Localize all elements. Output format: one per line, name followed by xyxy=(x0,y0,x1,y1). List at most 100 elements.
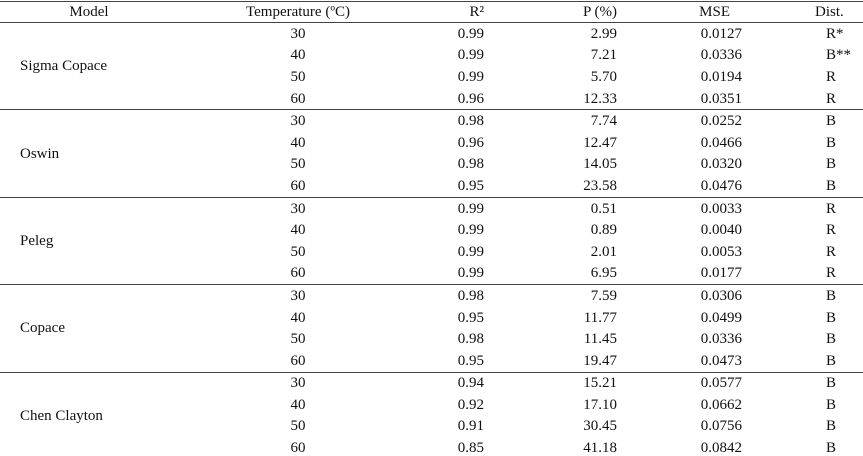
table-cell: 30 xyxy=(178,196,418,220)
model-name: Sigma Copace xyxy=(0,21,178,110)
table-row: 60 0.99 6.95 0.0177 R xyxy=(0,263,863,285)
table-cell: 40 xyxy=(290,309,306,326)
table-cell: 0.0466 xyxy=(700,134,742,151)
table-row: 40 0.99 7.21 0.0336 B** xyxy=(0,45,863,67)
table-cell: 0.0336 xyxy=(700,331,742,348)
table-cell: 0.0306 xyxy=(621,284,746,307)
table-cell: 0.98 xyxy=(418,284,488,307)
table-cell: 11.77 xyxy=(583,309,617,326)
table-cell: B xyxy=(826,418,837,435)
table-cell: 0.0127 xyxy=(621,21,746,45)
table-row: 40 0.92 17.10 0.0662 B xyxy=(0,394,863,416)
header-cell: MSE xyxy=(621,1,746,23)
table-cell: 30 xyxy=(178,109,418,132)
table-row: Peleg 30 0.99 0.51 0.0033 R xyxy=(0,196,863,285)
table-cell: 12.33 xyxy=(583,90,617,107)
table-cell: 15.21 xyxy=(488,371,621,395)
table-cell: 60 xyxy=(290,177,306,194)
table-cell: B xyxy=(826,331,837,348)
table-cell: 0.99 xyxy=(457,47,484,64)
table-cell: 50 xyxy=(290,243,306,260)
table-cell: 0.89 xyxy=(590,222,617,239)
model-name: Peleg xyxy=(0,196,178,285)
table-cell: 7.74 xyxy=(488,109,621,132)
table-cell: B xyxy=(826,309,837,326)
table-cell: B xyxy=(746,284,863,307)
table-cell: 0.51 xyxy=(488,196,621,220)
table-cell: 0.92 xyxy=(457,396,484,413)
table-cell: 12.47 xyxy=(583,134,617,151)
header-cell: Model xyxy=(0,1,178,23)
table-cell: 0.95 xyxy=(457,352,484,369)
table-cell: 40 xyxy=(290,396,306,413)
table-cell: 5.70 xyxy=(590,68,617,85)
table-cell: R xyxy=(826,222,837,239)
table-cell: 17.10 xyxy=(583,396,617,413)
table-cell: 0.0040 xyxy=(700,222,742,239)
table-cell: 40 xyxy=(290,134,306,151)
table-row: 40 0.99 0.89 0.0040 R xyxy=(0,219,863,241)
table-cell: 0.96 xyxy=(457,134,484,151)
table-cell: 0.0499 xyxy=(700,309,742,326)
table-cell: 0.0336 xyxy=(700,47,742,64)
table-cell: 60 xyxy=(290,352,306,369)
table-cell: 0.0662 xyxy=(700,396,742,413)
table-cell: 0.98 xyxy=(418,109,488,132)
table-cell: B xyxy=(826,352,837,369)
table-cell: 0.0476 xyxy=(700,177,742,194)
table-cell: 0.0577 xyxy=(621,371,746,395)
table-row: 50 0.99 5.70 0.0194 R xyxy=(0,66,863,88)
table-cell: B xyxy=(826,440,837,456)
model-name: Chen Clayton xyxy=(0,371,178,456)
table-cell: B xyxy=(826,396,837,413)
table-cell: 11.45 xyxy=(583,331,617,348)
table-cell: 0.99 xyxy=(457,243,484,260)
table-cell: B** xyxy=(826,47,852,64)
table-cell: B xyxy=(826,134,837,151)
table-cell: 0.0177 xyxy=(700,265,742,282)
table-cell: 40 xyxy=(290,222,306,239)
table-cell: 0.95 xyxy=(457,309,484,326)
table-cell: 0.91 xyxy=(457,418,484,435)
table-cell: 0.0320 xyxy=(700,156,742,173)
table-cell: R* xyxy=(746,21,863,45)
table-cell: 0.99 xyxy=(418,196,488,220)
table-cell: B xyxy=(746,371,863,395)
table-cell: R xyxy=(826,90,837,107)
table-cell: 60 xyxy=(290,90,306,107)
header-cell: Temperature (ºC) xyxy=(178,1,418,23)
table-cell: 0.0194 xyxy=(700,68,742,85)
table-cell: 0.0053 xyxy=(700,243,742,260)
table-row: 40 0.95 11.77 0.0499 B xyxy=(0,307,863,329)
header-cell: P (%) xyxy=(488,1,621,23)
table-row: Sigma Copace 30 0.99 2.99 0.0127 R* xyxy=(0,21,863,110)
table-cell: 2.99 xyxy=(488,21,621,45)
table-cell: 0.98 xyxy=(457,331,484,348)
table-cell: 0.99 xyxy=(457,222,484,239)
table-row: Copace 30 0.98 7.59 0.0306 B xyxy=(0,284,863,372)
table-cell: 50 xyxy=(290,331,306,348)
table-cell: R xyxy=(826,68,837,85)
table-cell: 19.47 xyxy=(583,352,617,369)
table-cell: 0.94 xyxy=(418,371,488,395)
table-cell: 30 xyxy=(178,284,418,307)
table-row: Oswin 30 0.98 7.74 0.0252 B xyxy=(0,109,863,198)
table-cell: 6.95 xyxy=(590,265,617,282)
table-cell: 0.99 xyxy=(457,265,484,282)
table-cell: 0.0351 xyxy=(700,90,742,107)
model-name: Copace xyxy=(0,284,178,372)
table-row: 40 0.96 12.47 0.0466 B xyxy=(0,132,863,154)
table-cell: 23.58 xyxy=(583,177,617,194)
table-cell: 0.0252 xyxy=(621,109,746,132)
table-cell: 40 xyxy=(290,47,306,64)
table-row: 60 0.95 19.47 0.0473 B xyxy=(0,350,863,372)
table-cell: 14.05 xyxy=(583,156,617,173)
table-cell: 7.59 xyxy=(488,284,621,307)
table-cell: 0.95 xyxy=(457,177,484,194)
table-body: Sigma Copace 30 0.99 2.99 0.0127 R* 40 0.99 7.21… xyxy=(0,21,863,456)
table-cell: R xyxy=(746,196,863,220)
table-cell: 0.99 xyxy=(418,21,488,45)
header-row: Model Temperature (ºC) R² P (%) MSE Dist. xyxy=(0,1,863,23)
